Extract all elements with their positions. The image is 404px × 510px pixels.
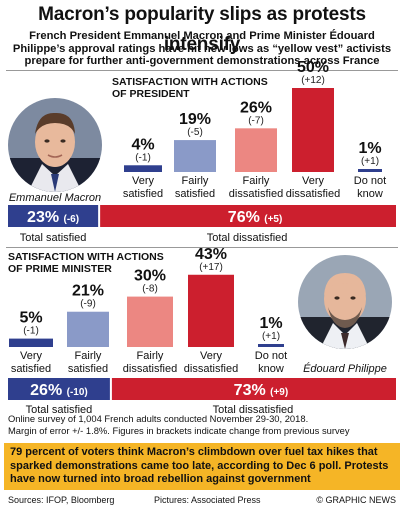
president-category-label: Do not <box>354 175 386 187</box>
pm-total-satisfied-value: 26% (-10) <box>30 382 88 399</box>
president-category-label: Very <box>132 175 155 187</box>
pm-category-label: satisfied <box>68 363 108 375</box>
pm-total-dissatisfied-caption: Total dissatisfied <box>213 404 294 416</box>
survey-note: Online survey of 1,004 French adults con… <box>8 413 400 437</box>
philippe-portrait <box>298 255 392 349</box>
president-value-label: 50% <box>297 59 329 76</box>
president-category-label: satisfied <box>123 188 163 200</box>
president-category-label: dissatisfied <box>286 188 340 200</box>
pm-portrait-name: Édouard Philippe <box>303 362 387 375</box>
pm-chart-title: SATISFACTION WITH ACTIONS <box>8 251 164 263</box>
president-category-label: Very <box>302 175 325 187</box>
highlight-text: 79 percent of voters think Macron’s clim… <box>10 446 389 485</box>
president-total-dissatisfied-caption: Total dissatisfied <box>207 232 288 244</box>
president-category-label: Fairly <box>182 175 209 187</box>
president-bar <box>292 88 334 172</box>
pm-value-label: 43% <box>195 246 227 263</box>
president-chart-title: OF PRESIDENT <box>112 88 190 100</box>
pm-value-label: 30% <box>134 268 166 285</box>
pm-value-label: 21% <box>72 283 104 300</box>
pm-change-label: (-8) <box>142 284 158 295</box>
credits-bar: Sources: IFOP, Bloomberg Pictures: Assoc… <box>4 492 400 508</box>
macron-portrait <box>8 98 102 192</box>
pm-bar <box>9 338 53 347</box>
pm-category-label: Fairly <box>137 350 164 362</box>
pm-category-label: Very <box>20 350 43 362</box>
pm-total-satisfied-caption: Total satisfied <box>26 404 93 416</box>
pm-bar <box>258 344 284 347</box>
survey-note-line2: Margin of error +/- 1.8%. Figures in bra… <box>8 425 350 436</box>
president-category-label: satisfied <box>175 188 215 200</box>
president-chart-title: SATISFACTION WITH ACTIONS <box>112 76 268 88</box>
pm-change-label: (+1) <box>262 331 280 342</box>
pm-change-label: (+17) <box>199 262 223 273</box>
pm-category-label: know <box>258 363 284 375</box>
president-value-label: 1% <box>358 140 381 157</box>
page-subtitle: French President Emmanuel Macron and Pri… <box>12 30 392 67</box>
president-category-label: know <box>357 188 383 200</box>
pm-category-label: dissatisfied <box>184 363 238 375</box>
president-change-label: (+12) <box>301 75 325 86</box>
president-bar <box>358 169 382 172</box>
pm-change-label: (-9) <box>80 299 96 310</box>
president-bar <box>174 140 216 172</box>
president-portrait-name: Emmanuel Macron <box>9 192 101 204</box>
pm-category-label: Do not <box>255 350 287 362</box>
pm-category-label: Very <box>200 350 223 362</box>
president-value-label: 26% <box>240 99 272 116</box>
president-total-dissatisfied-bar <box>100 205 396 227</box>
president-bar <box>235 128 277 172</box>
pm-bar <box>188 274 234 347</box>
pm-value-label: 5% <box>19 310 42 327</box>
pm-total-dissatisfied-value: 73% (+9) <box>234 382 289 399</box>
pm-category-label: Fairly <box>75 350 102 362</box>
page-title: Macron’s popularity slips as protests in… <box>0 0 404 55</box>
pm-total-satisfied-bar <box>8 378 110 400</box>
pm-category-label: dissatisfied <box>123 363 177 375</box>
president-total-satisfied-bar <box>8 205 99 227</box>
president-total-satisfied-caption: Total satisfied <box>20 232 87 244</box>
president-change-label: (-5) <box>187 127 203 138</box>
pm-bar <box>127 296 173 347</box>
survey-note-line1: Online survey of 1,004 French adults con… <box>8 413 309 424</box>
pm-category-label: satisfied <box>11 363 51 375</box>
president-category-label: dissatisfied <box>229 188 283 200</box>
top-divider <box>6 70 398 71</box>
copyright-credit: © GRAPHIC NEWS <box>316 495 396 505</box>
middle-divider <box>6 247 398 248</box>
president-bar <box>124 165 162 172</box>
president-change-label: (-7) <box>248 115 264 126</box>
pm-chart-title: OF PRIME MINISTER <box>8 263 112 275</box>
president-category-label: Fairly <box>243 175 270 187</box>
pm-value-label: 1% <box>259 315 282 332</box>
president-value-label: 4% <box>131 136 154 153</box>
president-change-label: (-1) <box>135 152 151 163</box>
pm-change-label: (-1) <box>23 326 39 337</box>
president-change-label: (+1) <box>361 156 379 167</box>
pm-bar <box>67 311 109 347</box>
pictures-credit: Pictures: Associated Press <box>154 495 261 505</box>
highlight-box <box>4 443 400 490</box>
pm-total-dissatisfied-bar <box>111 378 396 400</box>
president-total-satisfied-value: 23% (-6) <box>27 209 79 226</box>
sources-credit: Sources: IFOP, Bloomberg <box>8 495 115 505</box>
president-total-dissatisfied-value: 76% (+5) <box>228 209 283 226</box>
president-value-label: 19% <box>179 111 211 128</box>
